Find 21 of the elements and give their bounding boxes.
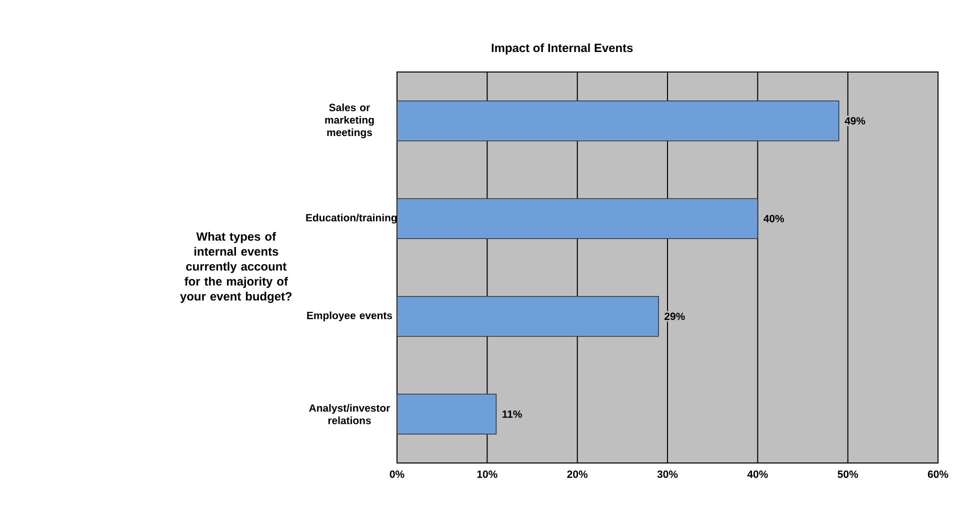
data-label: 11% [502,410,522,418]
x-tick-label: 60% [928,470,948,478]
data-label: 40% [764,214,784,222]
bar [397,394,497,435]
chart-title: Impact of Internal Events [492,43,633,54]
y-tick-label: Employee events [307,311,392,322]
y-tick-label: Education/training [306,214,397,224]
bar [397,296,659,337]
data-label: 49% [844,117,866,125]
y-axis-title: What types of internal events currently account for the majority of your event budget? [180,232,292,303]
x-tick-label: 30% [657,470,678,478]
x-tick-label: 50% [838,470,858,478]
x-tick-label: 40% [747,470,768,478]
x-tick-label: 10% [477,470,498,478]
data-label: 29% [664,312,685,320]
x-tick-label: 0% [390,470,404,478]
bar [397,100,840,142]
bar [397,198,758,240]
x-tick-label: 20% [567,470,588,478]
y-tick-label: Sales or marketing meetings [325,104,374,138]
y-tick-label: Analyst/investor relations [309,404,390,424]
